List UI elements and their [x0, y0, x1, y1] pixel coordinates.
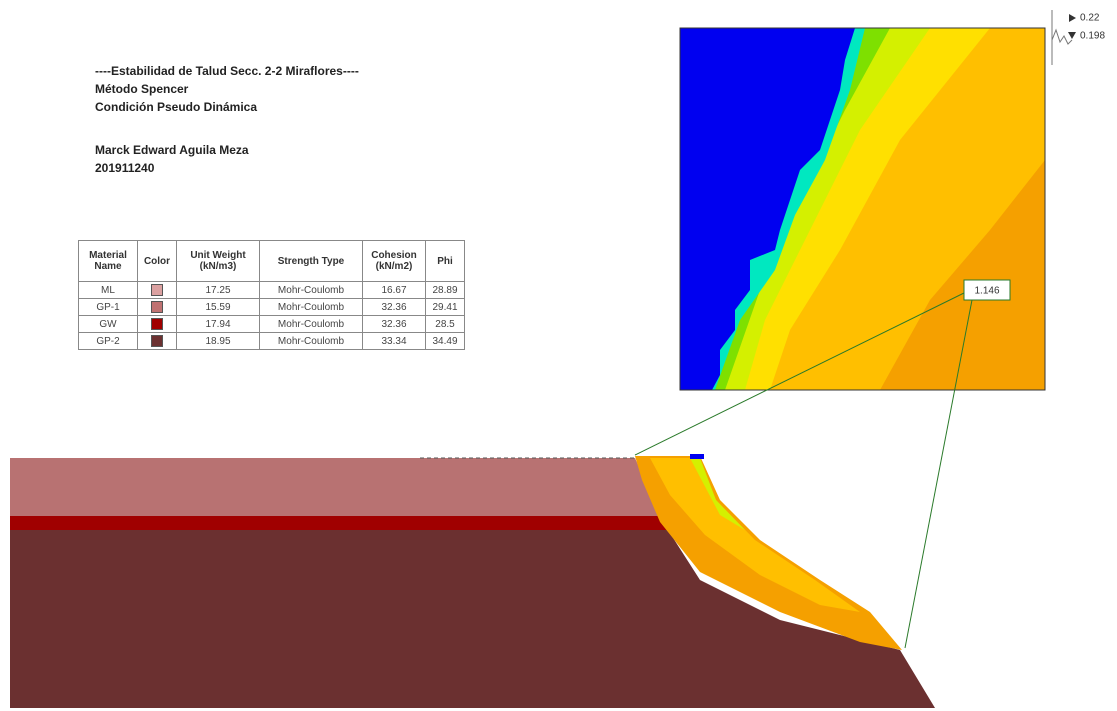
layer-gp2 — [10, 530, 935, 708]
column-header: Unit Weight (kN/m3) — [176, 240, 260, 282]
title-line: ----Estabilidad de Talud Secc. 2-2 Miraf… — [95, 64, 359, 78]
scale-min: 0.198 — [1080, 31, 1105, 42]
cell — [137, 332, 177, 350]
zoom-view — [679, 27, 1046, 391]
slip-mass — [650, 458, 860, 612]
author: Marck Edward Aguila Meza — [95, 143, 249, 157]
condition-line: Condición Pseudo Dinámica — [95, 100, 258, 114]
factor-of-safety: 1.146 — [974, 286, 999, 297]
color-swatch — [151, 335, 163, 347]
cell: 33.34 — [362, 332, 426, 350]
frame — [679, 27, 1046, 391]
scale-max: 0.22 — [1080, 13, 1100, 24]
table-row: ML 17.25 Mohr-Coulomb 16.67 28.89 — [78, 281, 465, 299]
column-header: Cohesion (kN/m2) — [362, 240, 426, 282]
table-row: GP-2 18.95 Mohr-Coulomb 33.34 34.49 — [78, 332, 465, 350]
scale-icon — [1051, 28, 1073, 45]
contour — [680, 28, 855, 390]
marker — [1068, 32, 1076, 39]
materials-table: Material Name Color Unit Weight (kN/m3) Str… — [78, 240, 465, 350]
column-header: Material Name — [78, 240, 138, 282]
color-swatch — [151, 318, 163, 330]
leader — [634, 291, 967, 456]
slip-mass — [690, 458, 745, 530]
cell: Mohr-Coulomb — [259, 332, 363, 350]
layer-gw — [10, 516, 668, 530]
color-swatch — [151, 301, 163, 313]
marker — [1069, 14, 1076, 22]
cell: GP-2 — [78, 332, 138, 350]
column-header: Strength Type — [259, 240, 363, 282]
header-row: Material Name Color Unit Weight (kN/m3) Str… — [78, 240, 465, 282]
leader — [904, 299, 973, 649]
fs-box — [963, 279, 1011, 301]
method-line: Método Spencer — [95, 82, 189, 96]
cell: 34.49 — [425, 332, 465, 350]
section: 1.146 — [10, 279, 1011, 708]
slip-mass — [690, 454, 704, 459]
student-id: 201911240 — [95, 161, 155, 175]
layer-ml — [10, 458, 660, 516]
scale-legend: 0.22 0.198 — [1051, 10, 1105, 65]
color-swatch — [151, 284, 163, 296]
